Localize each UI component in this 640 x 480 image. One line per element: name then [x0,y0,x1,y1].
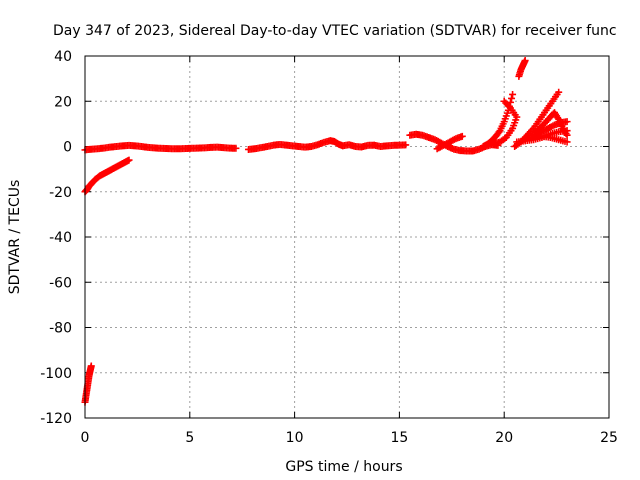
data-points [81,57,571,406]
y-tick-label: -20 [49,185,72,201]
data-point [87,362,95,370]
x-tick-label: 20 [495,430,513,446]
x-tick-label: 25 [600,430,618,446]
data-point [563,127,571,135]
series-arc-main [81,141,240,154]
series-arc-tail [490,97,521,148]
series-arc-fan5 [513,127,571,146]
y-tick-label: 20 [54,94,72,110]
series-arc-branch [433,132,466,153]
y-tick-label: 40 [54,49,72,65]
y-tick-label: -120 [40,411,72,427]
series-arc-mid [244,137,410,153]
y-tick-label: -40 [49,230,72,246]
data-point [402,141,410,149]
series-arc-rise [81,156,133,196]
y-tick-label: -100 [40,366,72,382]
data-point [521,57,529,65]
data-point [495,128,503,136]
y-axis-label: SDTVAR / TECUs [7,180,23,295]
series-arc-spike2 [515,57,529,80]
y-tick-label: -80 [49,321,72,337]
y-tick-labels: 40 20 0 -20 -40 -60 -80 -100 -120 [40,49,72,427]
x-tick-labels: 0 5 10 15 20 25 [81,430,618,446]
data-point [509,90,517,98]
data-point [508,94,516,102]
x-tick-label: 0 [81,430,90,446]
data-point [500,97,508,105]
x-tick-label: 15 [390,430,408,446]
data-point [563,138,571,146]
data-point [125,156,133,164]
x-axis-label: GPS time / hours [285,459,402,475]
plot-frame [84,55,610,419]
y-tick-label: -60 [49,275,72,291]
grid-lines [85,56,609,418]
data-point [555,88,563,96]
x-tick-label: 5 [185,430,194,446]
chart-title: Day 347 of 2023, Sidereal Day-to-day VTE… [53,23,617,39]
data-point [563,118,571,126]
data-point [458,132,466,140]
data-point [232,144,240,152]
x-tick-label: 10 [286,430,304,446]
y-tick-label: 0 [63,140,72,156]
